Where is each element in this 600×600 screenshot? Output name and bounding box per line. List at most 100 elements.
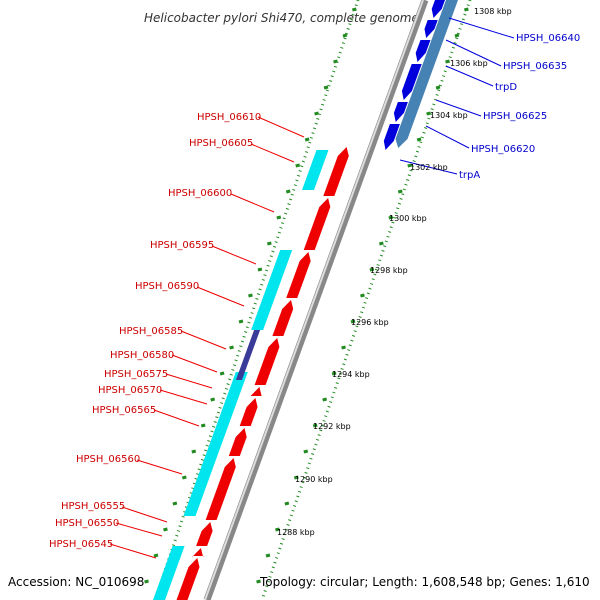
leader-line-red-6 [180,330,227,350]
gene-label-hpsh-06590[interactable]: HPSH_06590 [135,281,199,292]
gene-features [153,0,458,600]
map-title: Helicobacter pylori Shi470, complete gen… [144,11,419,25]
gene-label-hpsh-06565[interactable]: HPSH_06565 [92,405,156,416]
gene-forward-steelblue-track [395,0,458,148]
leader-line-red-14 [109,543,157,559]
tick-mark-outer [153,553,159,558]
gene-label-hpsh-06620[interactable]: HPSH_06620 [471,144,535,155]
leader-line-red-10 [153,409,200,427]
leader-line-red-8 [165,373,213,389]
gene-label-hpsh-06610[interactable]: HPSH_06610 [197,112,261,123]
tick-mark-inner [256,579,261,584]
gene-reverse-4 [272,300,294,336]
gene-forward-3 [415,40,431,62]
tick-mark-outer [333,59,338,64]
tick-mark-inner [407,163,413,168]
tick-mark-outer [314,111,319,116]
tick-mark-outer [295,163,301,168]
tick-marks [144,7,469,584]
gene-label-trpd[interactable]: trpD [495,82,517,93]
gene-forward-4 [401,64,422,100]
gene-label-hpsh-06575[interactable]: HPSH_06575 [104,369,168,380]
tick-mark-outer [210,397,216,402]
scale-dotted-line-outer [153,0,360,600]
gene-label-hpsh-06625[interactable]: HPSH_06625 [483,111,547,122]
gene-reverse-2 [303,198,331,250]
leader-line-blue-1 [448,17,515,39]
tick-mark-outer [229,345,234,350]
gene-label-hpsh-06595[interactable]: HPSH_06595 [150,240,214,251]
leader-line-blue-2 [445,39,502,67]
tick-mark-outer [181,475,187,480]
leader-line-red-13 [115,522,163,537]
tick-mark-outer [248,293,253,298]
gene-reverse-3 [286,252,311,298]
gene-label-hpsh-06550[interactable]: HPSH_06550 [55,518,119,529]
gene-reverse-7 [239,398,258,426]
scale-dotted-line-inner [260,0,472,600]
leader-line-blue-3 [445,65,494,87]
leader-line-blue-6 [399,159,458,175]
tick-mark-outer [323,85,329,90]
tick-mark-inner [303,449,309,454]
gene-label-hpsh-06580[interactable]: HPSH_06580 [110,350,174,361]
tick-mark-inner [322,397,328,402]
tick-mark-outer [163,527,168,532]
gene-label-hpsh-06640[interactable]: HPSH_06640 [516,33,580,44]
leader-line-red-4 [211,245,257,265]
gene-label-hpsh-06545[interactable]: HPSH_06545 [49,539,113,550]
genome-backbone [203,0,429,600]
leader-line-red-3 [230,193,275,213]
gene-reverse-9 [205,458,236,520]
gene-label-hpsh-06635[interactable]: HPSH_06635 [503,61,567,72]
tick-mark-inner [360,293,365,298]
tick-mark-inner [341,345,346,350]
tick-mark-outer [352,7,357,12]
tick-label-1294: 1294 kbp [332,370,370,379]
gene-label-hpsh-06600[interactable]: HPSH_06600 [168,188,232,199]
tick-mark-outer [238,319,244,324]
tick-mark-inner [426,111,431,116]
leader-line-red-5 [196,286,245,307]
topology-text: Topology: circular; Length: 1,608,548 bp… [259,575,590,589]
leader-line-red-12 [121,506,168,523]
tick-label-1298: 1298 kbp [370,266,408,275]
cyan-feature-4 [153,546,185,600]
leader-line-red-9 [159,389,208,405]
tick-mark-inner [275,527,280,532]
gene-label-trpa[interactable]: trpA [459,170,480,181]
cyan-feature-1 [302,150,329,190]
tick-mark-outer [342,33,348,38]
tick-label-1296: 1296 kbp [351,318,389,327]
tick-mark-outer [257,267,263,272]
gene-label-hpsh-06555[interactable]: HPSH_06555 [61,501,125,512]
gene-reverse-5 [254,338,280,385]
leader-line-red-11 [136,459,183,475]
tick-mark-inner [454,33,460,38]
gene-forward-5 [393,102,408,122]
tick-mark-inner [265,553,271,558]
tick-mark-inner [416,137,422,142]
tick-mark-outer [172,501,178,506]
gene-reverse-12 [176,558,200,600]
tick-mark-inner [284,501,290,506]
tick-mark-inner [388,215,394,220]
tick-mark-inner [350,319,356,324]
gene-reverse-10 [196,522,213,546]
tick-mark-outer [266,241,272,246]
gene-forward-6 [383,124,400,150]
genome-backbone-highlight [204,0,424,600]
gene-label-hpsh-06570[interactable]: HPSH_06570 [98,385,162,396]
tick-mark-inner [369,267,375,272]
cyan-feature-2 [251,250,293,330]
tick-label-1308: 1308 kbp [474,7,512,16]
tick-mark-outer [276,215,282,220]
gene-reverse-6 [250,387,262,396]
gene-label-hpsh-06560[interactable]: HPSH_06560 [76,454,140,465]
leader-line-red-7 [171,354,218,373]
gene-label-hpsh-06605[interactable]: HPSH_06605 [189,138,253,149]
gene-forward-2 [424,20,438,38]
gene-label-hpsh-06585[interactable]: HPSH_06585 [119,326,183,337]
